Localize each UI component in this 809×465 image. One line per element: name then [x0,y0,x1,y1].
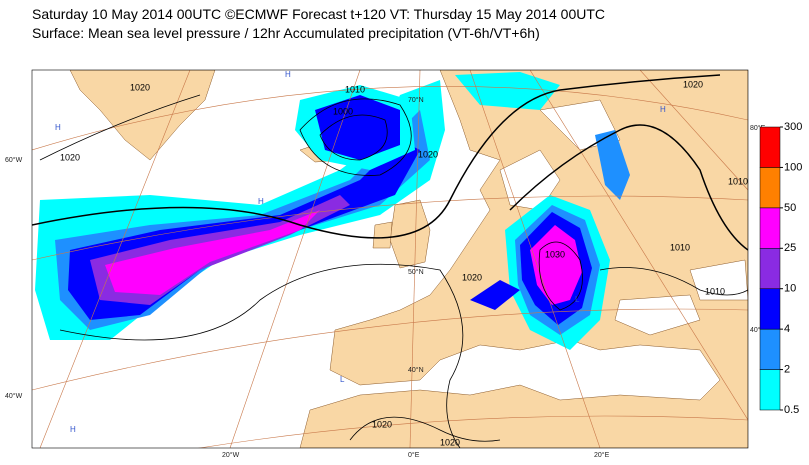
isobar-label: 1020 [372,419,392,429]
isobars [32,74,748,448]
isobar-label: 1020 [60,152,80,162]
lon-label: 20°W [360,61,378,69]
isobar-label: 1020 [462,272,482,282]
lat-label: 60°W [5,156,23,164]
low-center: L [575,295,580,304]
isobar-label: 1010 [728,176,748,186]
colorbar-label: 10 [784,283,796,295]
title-line: Saturday 10 May 2014 00UTC ©ECMWF Foreca… [32,6,606,22]
isobar-label: 1010 [670,242,690,252]
isobar-label: 1010 [345,84,365,94]
isobar-labels: 1020 1000 1010 1020 1020 1030 1020 1010 … [60,79,748,447]
isobar-label: 1020 [130,82,150,92]
colorbar: 0.5 2 4 10 25 50 100 300 [759,121,802,416]
high-center: H [660,105,666,114]
colorbar-segment [759,328,781,370]
isobar-label: 1020 [440,437,460,447]
high-center: H [285,70,291,79]
map-area: 60°W 20°W 0°E 20°E 40°E 60°E 70°N 50°N 4… [32,61,748,448]
lon-label: 20°E [594,451,610,459]
pressure-centers: H H H L L H H [55,70,666,434]
lon-label: 60°E [640,61,656,69]
map-frame [31,69,749,449]
graticule-labels: 60°W 20°W 0°E 20°E 40°E 60°E 70°N 50°N 4… [185,61,656,374]
colorbar-label: 0.5 [784,404,799,416]
lat-label: 50°N [408,268,424,276]
lon-label: 60°W [185,61,203,69]
high-center: H [258,197,264,206]
lat-label: 70°N [408,96,424,104]
isobar-label: 1030 [545,249,565,259]
colorbar-segment [759,369,781,411]
precipitation [35,72,630,350]
colorbar-label: 300 [784,121,802,133]
colorbar-label: 4 [784,323,790,335]
colorbar-segment [759,288,781,330]
lon-label: 80°E [750,124,766,132]
lon-label: 0°E [412,61,424,69]
lat-label: 40°W [5,392,23,400]
colorbar-label: 50 [784,202,796,214]
colorbar-label: 100 [784,161,802,173]
high-center: H [55,123,61,132]
high-center: H [70,425,76,434]
isobar-label: 1020 [418,149,438,159]
low-center: L [340,375,345,384]
graticule [32,70,748,448]
lon-label: 0°E [408,451,420,459]
isobar-label: 1010 [705,286,725,296]
subtitle-line: Surface: Mean sea level pressure / 12hr … [32,25,540,41]
colorbar-label: 2 [784,363,790,375]
lon-label: 40°E [750,326,766,334]
colorbar-segment [759,207,781,249]
colorbar-label: 25 [784,242,796,254]
lon-label: 20°W [222,451,240,459]
colorbar-segment [759,167,781,209]
colorbar-segment [759,248,781,289]
isobar-label: 1020 [683,79,703,89]
lon-label: 20°E [458,61,474,69]
lat-label: 40°N [408,366,424,374]
isobar-label: 1000 [333,106,353,116]
colorbar-segment [759,126,781,168]
lon-label: 40°E [520,61,536,69]
